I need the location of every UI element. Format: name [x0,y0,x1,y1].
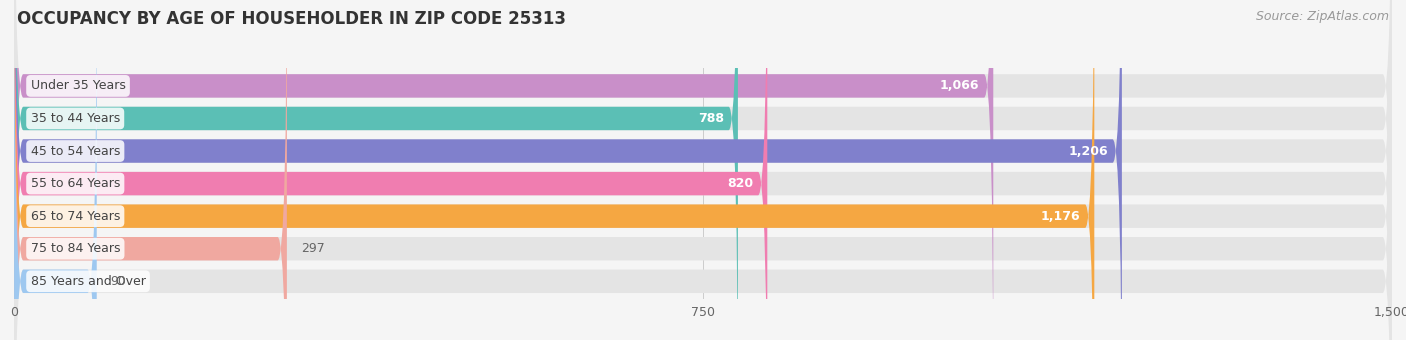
FancyBboxPatch shape [14,0,1392,340]
Text: 85 Years and Over: 85 Years and Over [31,275,145,288]
FancyBboxPatch shape [14,0,1392,340]
FancyBboxPatch shape [14,0,97,340]
FancyBboxPatch shape [14,0,1392,340]
Text: 1,176: 1,176 [1040,210,1081,223]
Text: 1,066: 1,066 [941,80,980,92]
FancyBboxPatch shape [14,0,1392,340]
Text: 90: 90 [111,275,127,288]
Text: 297: 297 [301,242,325,255]
FancyBboxPatch shape [14,0,993,340]
Text: 55 to 64 Years: 55 to 64 Years [31,177,120,190]
Text: 788: 788 [699,112,724,125]
Text: 75 to 84 Years: 75 to 84 Years [31,242,120,255]
Text: 35 to 44 Years: 35 to 44 Years [31,112,120,125]
Text: 1,206: 1,206 [1069,144,1108,157]
FancyBboxPatch shape [14,0,768,340]
Text: 820: 820 [727,177,754,190]
FancyBboxPatch shape [14,0,1094,340]
FancyBboxPatch shape [14,0,738,340]
Text: OCCUPANCY BY AGE OF HOUSEHOLDER IN ZIP CODE 25313: OCCUPANCY BY AGE OF HOUSEHOLDER IN ZIP C… [17,10,565,28]
Text: Under 35 Years: Under 35 Years [31,80,125,92]
FancyBboxPatch shape [14,0,1392,340]
FancyBboxPatch shape [14,0,287,340]
Text: 65 to 74 Years: 65 to 74 Years [31,210,120,223]
FancyBboxPatch shape [14,0,1392,340]
FancyBboxPatch shape [14,0,1392,340]
Text: Source: ZipAtlas.com: Source: ZipAtlas.com [1256,10,1389,23]
Text: 45 to 54 Years: 45 to 54 Years [31,144,120,157]
FancyBboxPatch shape [14,0,1122,340]
